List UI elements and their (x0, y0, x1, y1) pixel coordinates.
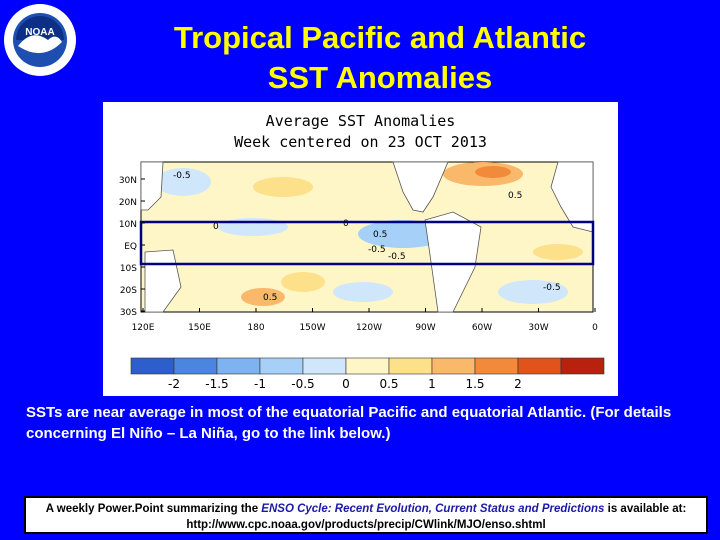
lon-tick-label: 150E (188, 323, 211, 333)
footer-url-link[interactable]: http://www.cpc.noaa.gov/products/precip/… (186, 519, 546, 531)
map-title: Average SST Anomalies (265, 112, 456, 130)
land-masses (140, 161, 594, 313)
lat-tick-label: 20S (120, 286, 137, 296)
colorbar-tick-label: 0.5 (379, 377, 398, 391)
colorbar-swatch (560, 357, 605, 375)
contour-label: 0 (343, 219, 349, 229)
lon-tick-label: 0 (592, 323, 598, 333)
colorbar-swatch (431, 357, 476, 375)
lat-tick-label: 30N (119, 176, 137, 186)
lat-tick-label: 10N (119, 220, 137, 230)
colorbar-swatch (388, 357, 433, 375)
colorbar-tick-label: -1 (254, 377, 266, 391)
colorbar-swatch (130, 357, 175, 375)
colorbar-swatch (345, 357, 390, 375)
colorbar-swatch (259, 357, 304, 375)
slide-title-line2: SST Anomalies (267, 60, 493, 95)
lon-tick-label: 120E (132, 323, 155, 333)
contour-label: -0.5 (543, 283, 561, 293)
contour-labels: -0.5 0.5 0 -0.5 0.5 -0.5 0.5 -0.5 0 (173, 171, 561, 303)
lat-tick-label: 30S (120, 308, 137, 318)
slide-body-text: SSTs are near average in most of the equ… (26, 404, 672, 442)
lon-tick-label: 180 (247, 323, 264, 333)
colorbar-tick-label: 2 (514, 377, 522, 391)
lon-tick-label: 120W (356, 323, 382, 333)
colorbar-tick-label: -2 (168, 377, 180, 391)
logo-wordmark: NOAA (25, 27, 54, 38)
footer-enso-title: ENSO Cycle: Recent Evolution, Current St… (261, 503, 605, 515)
footer-box: A weekly Power.Point summarizing the ENS… (24, 496, 708, 534)
colorbar-swatch (302, 357, 347, 375)
map-subtitle: Week centered on 23 OCT 2013 (234, 133, 487, 151)
lon-tick-label: 60W (472, 323, 492, 333)
footer-text-post: is available at: (604, 503, 687, 515)
contour-label: -0.5 (388, 252, 406, 262)
contour-label: 0.5 (508, 191, 522, 201)
contour-label: 0.5 (373, 230, 387, 240)
longitude-axis: 120E 150E 180 150W 120W 90W 60W 30W 0 (132, 308, 598, 333)
colorbar-swatch (474, 357, 519, 375)
colorbar-tick-label: 0 (342, 377, 350, 391)
land-africa (550, 161, 594, 233)
lat-tick-label: EQ (124, 242, 137, 252)
colorbar-tick-label: -1.5 (205, 377, 228, 391)
contour-label: -0.5 (368, 245, 386, 255)
lon-tick-label: 90W (415, 323, 435, 333)
colorbar-tick-label: 1.5 (465, 377, 484, 391)
colorbar-swatch (517, 357, 562, 375)
sst-map-graphic: 30N 20N 10N EQ 10S 20S 30S 120E 150E 180 150W 120W… (119, 161, 605, 391)
lon-tick-label: 150W (299, 323, 325, 333)
noaa-logo: NOAA (4, 4, 76, 76)
lat-tick-label: 10S (120, 264, 137, 274)
colorbar-swatch (173, 357, 218, 375)
footer-text-pre: A weekly Power.Point summarizing the (45, 503, 262, 515)
equatorial-outline-box (139, 220, 595, 266)
land-asia (140, 161, 164, 211)
colorbar-swatch (216, 357, 261, 375)
colorbar-tick-label: -0.5 (291, 377, 314, 391)
contour-label: 0 (213, 222, 219, 232)
lat-tick-label: 20N (119, 198, 137, 208)
land-south-america (424, 211, 482, 313)
contour-label: -0.5 (173, 171, 191, 181)
lon-tick-label: 30W (528, 323, 548, 333)
colorbar-tick-label: 1 (428, 377, 436, 391)
contour-label: 0.5 (263, 293, 277, 303)
slide-title-line1: Tropical Pacific and Atlantic (173, 20, 587, 55)
land-north-america (392, 161, 449, 213)
latitude-axis: 30N 20N 10N EQ 10S 20S 30S (119, 176, 145, 318)
land-australia (144, 249, 182, 313)
colorbar: -2 -1.5 -1 -0.5 0 0.5 1 1.5 2 (130, 357, 605, 391)
sst-anomaly-map-panel: Average SST Anomalies Week centered on 2… (103, 102, 618, 396)
